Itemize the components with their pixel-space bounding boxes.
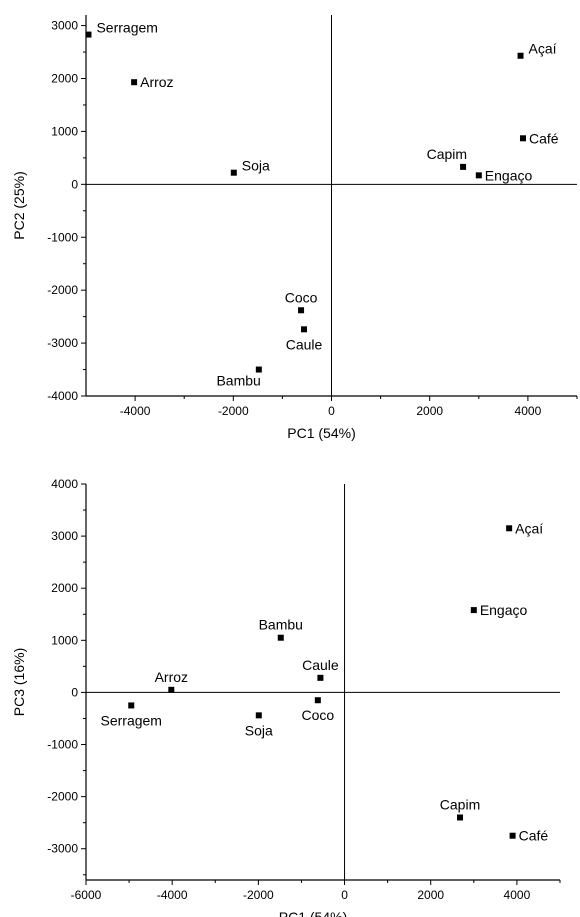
- chart-2-y-tick-label: 1000: [51, 633, 78, 647]
- chart-2-x-tick-label: 4000: [504, 888, 531, 902]
- chart-2-point-cafe: [509, 832, 516, 839]
- chart-2-x-axis-title: PC1 (54%): [279, 909, 347, 917]
- chart-2-point-label-serragem: Serragem: [101, 712, 162, 728]
- chart-2-point-soja: [255, 712, 262, 719]
- chart-1-point-caule: [301, 326, 308, 333]
- chart-1-point-soja: [230, 169, 237, 176]
- chart-2-point-coco: [314, 697, 321, 704]
- chart-1-point-label-engaco: Engaço: [485, 167, 533, 183]
- chart-2-point-label-coco: Coco: [301, 707, 334, 723]
- chart-1-point-label-soja: Soja: [242, 158, 270, 174]
- chart-2-point-label-soja: Soja: [245, 722, 273, 738]
- chart-2-point-label-bambu: Bambu: [259, 617, 303, 633]
- chart-1-y-tick-label: -3000: [47, 336, 78, 350]
- chart-1-point-label-capim: Capim: [427, 146, 467, 162]
- chart-1-point-label-caule: Caule: [286, 336, 323, 352]
- chart-2: -6000 -4000 -2000 0 2000 4000 -3000 -2000 -1000 0…: [11, 477, 561, 917]
- chart-1-point-label-acai: Açaí: [529, 41, 557, 57]
- chart-1: -4000 -2000 0 2000 4000 -4000 -3000 -2000 -1000 0…: [11, 15, 578, 441]
- chart-2-y-tick-label: -3000: [47, 842, 78, 856]
- chart-1-point-label-coco: Coco: [285, 289, 318, 305]
- chart-2-point-label-arroz: Arroz: [155, 669, 188, 685]
- chart-1-x-tick-label: 4000: [515, 404, 542, 418]
- chart-1-y-tick-label: 3000: [51, 19, 78, 33]
- chart-1-point-serragem: [85, 31, 92, 38]
- chart-1-x-axis-title: PC1 (54%): [287, 425, 355, 441]
- chart-2-y-tick-label: -1000: [47, 738, 78, 752]
- chart-2-point-caule: [317, 674, 324, 681]
- chart-2-point-label-cafe: Café: [519, 828, 549, 844]
- chart-1-y-tick-label: -4000: [47, 389, 78, 403]
- chart-2-point-label-acai: Açaí: [515, 520, 543, 536]
- chart-1-point-acai: [517, 52, 524, 59]
- chart-1-y-axis-title: PC2 (25%): [11, 171, 27, 239]
- chart-2-point-label-engaco: Engaço: [480, 602, 528, 618]
- chart-2-y-tick-label: 0: [71, 685, 78, 699]
- chart-1-y-tick-label: -1000: [47, 230, 78, 244]
- chart-1-x-tick-label: 0: [328, 404, 335, 418]
- chart-2-y-tick-label: 3000: [51, 529, 78, 543]
- chart-1-point-coco: [298, 307, 305, 314]
- chart-2-y-tick-label: 2000: [51, 581, 78, 595]
- chart-2-point-label-capim: Capim: [440, 796, 480, 812]
- chart-1-point-label-serragem: Serragem: [96, 20, 157, 36]
- chart-1-point-bambu: [255, 366, 262, 373]
- chart-2-x-tick-label: -2000: [243, 888, 274, 902]
- chart-2-point-label-caule: Caule: [302, 657, 339, 673]
- chart-1-y-tick-label: -2000: [47, 283, 78, 297]
- chart-2-point-acai: [506, 525, 513, 532]
- chart-2-point-serragem: [128, 702, 135, 709]
- chart-1-point-engaco: [475, 172, 482, 179]
- chart-1-x-tick-label: -2000: [218, 404, 249, 418]
- chart-2-point-capim: [457, 814, 464, 821]
- chart-2-point-engaco: [470, 607, 477, 614]
- chart-2-x-tick-label: 2000: [417, 888, 444, 902]
- chart-2-point-bambu: [277, 634, 284, 641]
- chart-1-point-cafe: [519, 135, 526, 142]
- chart-1-x-tick-label: 2000: [416, 404, 443, 418]
- chart-1-point-capim: [460, 163, 467, 170]
- chart-1-point-arroz: [131, 79, 138, 86]
- chart-1-y-tick-label: 1000: [51, 124, 78, 138]
- chart-1-x-tick-label: -4000: [120, 404, 151, 418]
- chart-2-point-arroz: [168, 686, 175, 693]
- chart-2-x-tick-label: -4000: [157, 888, 188, 902]
- chart-1-point-label-bambu: Bambu: [216, 373, 260, 389]
- chart-2-y-axis-title: PC3 (16%): [11, 648, 27, 716]
- chart-2-y-tick-label: -2000: [47, 790, 78, 804]
- chart-2-x-tick-label: 0: [341, 888, 348, 902]
- chart-1-point-label-cafe: Café: [529, 130, 559, 146]
- chart-1-y-tick-label: 2000: [51, 72, 78, 86]
- chart-1-y-tick-label: 0: [71, 177, 78, 191]
- chart-2-y-tick-label: 4000: [51, 477, 78, 491]
- chart-2-x-tick-label: -6000: [71, 888, 102, 902]
- chart-1-point-label-arroz: Arroz: [140, 74, 173, 90]
